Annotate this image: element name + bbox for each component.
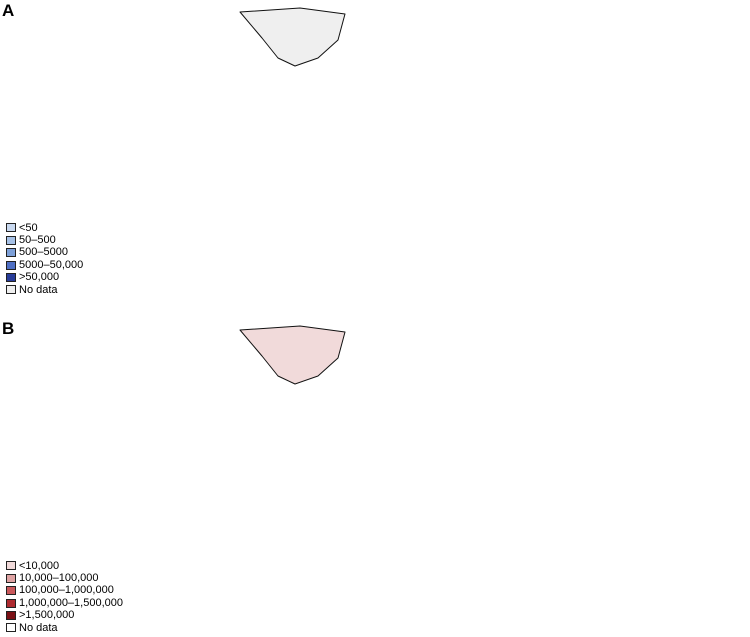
legend-label: 5000–50,000 bbox=[19, 258, 84, 271]
legend-item: 10,000–100,000 bbox=[6, 572, 123, 584]
legend-swatch bbox=[6, 623, 16, 633]
world-map-b bbox=[239, 325, 346, 385]
legend-swatch bbox=[6, 610, 16, 620]
panel-label: B bbox=[2, 319, 15, 338]
legend-label: No data bbox=[19, 283, 58, 296]
legend-item: <10,000 bbox=[6, 560, 123, 572]
legend-swatch bbox=[6, 586, 16, 596]
legend-item: >1,500,000 bbox=[6, 609, 123, 621]
legend-swatch bbox=[6, 223, 16, 233]
legend-label: >50,000 bbox=[19, 271, 60, 284]
legend-b: <10,000 10,000–100,000 100,000–1,000,000… bbox=[6, 560, 123, 634]
legend-item: 100,000–1,000,000 bbox=[6, 584, 123, 596]
region-greenland bbox=[239, 325, 346, 385]
legend-item: >50,000 bbox=[6, 271, 83, 283]
legend-swatch bbox=[6, 285, 16, 295]
legend-swatch bbox=[6, 260, 16, 270]
region-greenland bbox=[239, 7, 346, 67]
map-panel-a: A <50 50–500 500–5000 5000–50,000 >50,00… bbox=[0, 0, 750, 318]
legend-label: No data bbox=[19, 621, 58, 634]
legend-item: 5000–50,000 bbox=[6, 259, 83, 271]
legend-label: 50–500 bbox=[19, 234, 56, 247]
legend-item: <50 bbox=[6, 222, 83, 234]
legend-swatch bbox=[6, 272, 16, 282]
map-panel-b: B <10,000 10,000–100,000 100,000–1,000,0… bbox=[0, 318, 750, 636]
legend-item: No data bbox=[6, 284, 83, 296]
legend-a: <50 50–500 500–5000 5000–50,000 >50,000 … bbox=[6, 222, 83, 296]
legend-label: >1,500,000 bbox=[19, 609, 75, 622]
legend-label: <50 bbox=[19, 221, 38, 234]
legend-item: 1,000,000–1,500,000 bbox=[6, 597, 123, 609]
legend-label: 1,000,000–1,500,000 bbox=[19, 596, 123, 609]
panel-label: A bbox=[2, 1, 15, 20]
legend-item: 50–500 bbox=[6, 234, 83, 246]
legend-swatch bbox=[6, 235, 16, 245]
legend-swatch bbox=[6, 248, 16, 258]
world-map-a bbox=[239, 7, 346, 67]
legend-label: <10,000 bbox=[19, 559, 60, 572]
legend-item: 500–5000 bbox=[6, 246, 83, 258]
legend-swatch bbox=[6, 561, 16, 571]
legend-swatch bbox=[6, 573, 16, 583]
legend-label: 500–5000 bbox=[19, 246, 68, 259]
legend-item: No data bbox=[6, 622, 123, 634]
legend-label: 100,000–1,000,000 bbox=[19, 584, 114, 597]
legend-label: 10,000–100,000 bbox=[19, 572, 99, 585]
legend-swatch bbox=[6, 598, 16, 608]
